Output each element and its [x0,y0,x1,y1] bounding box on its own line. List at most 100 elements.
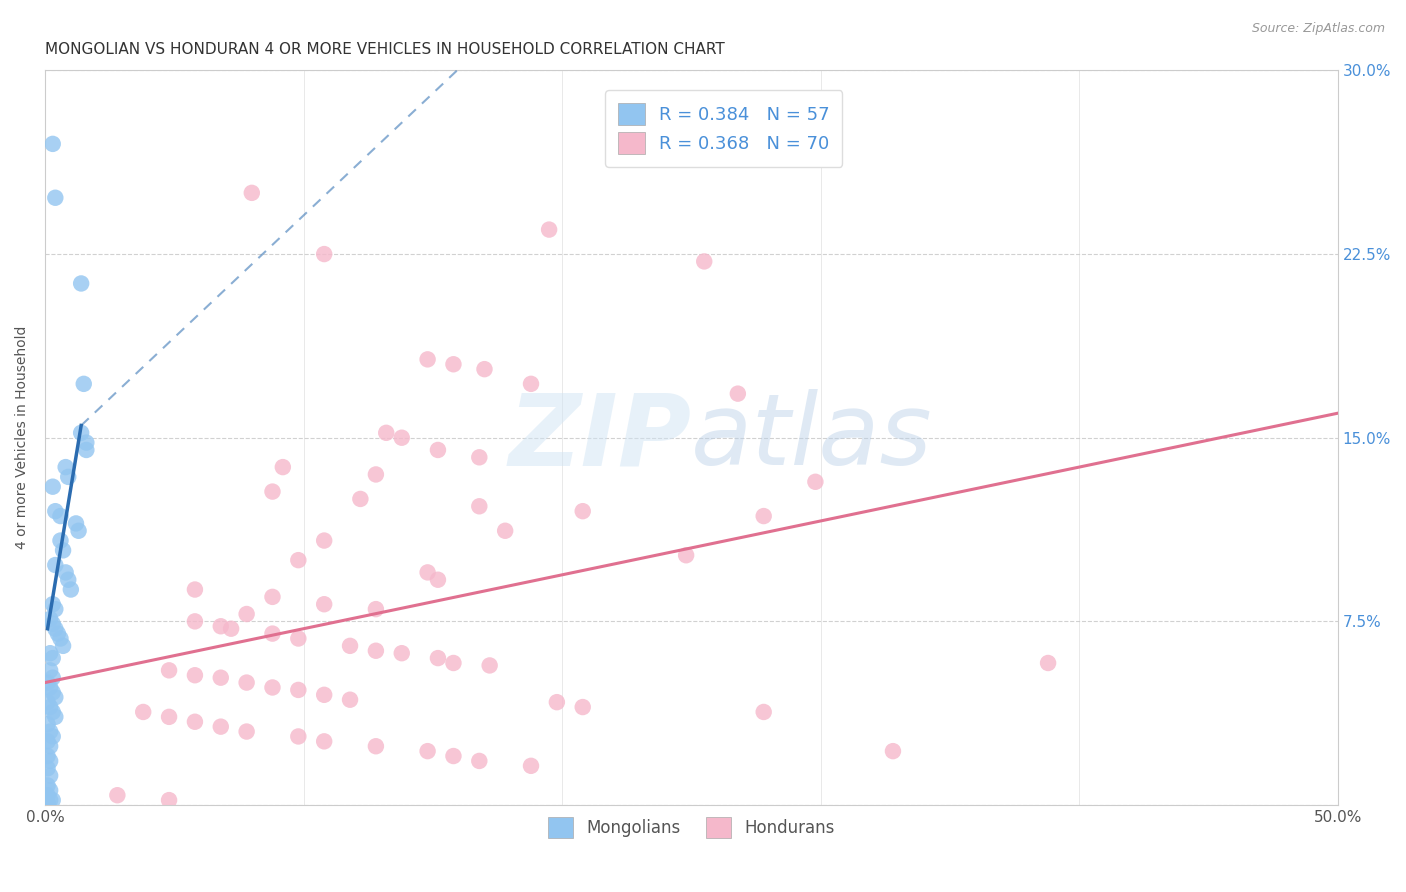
Point [37,749,59,764]
Point [184,615,207,629]
Point [157,663,180,677]
Point [416,352,439,367]
Point [287,682,309,697]
Point [37,779,59,793]
Point [474,362,496,376]
Point [364,739,387,754]
Point [37,675,59,690]
Point [37,788,59,802]
Point [42,136,65,151]
Point [468,754,491,768]
Point [262,590,284,604]
Point [58,573,80,587]
Point [314,734,336,748]
Point [39,612,62,626]
Point [375,425,398,440]
Point [44,710,66,724]
Point [105,788,128,802]
Point [339,692,361,706]
Point [468,450,491,465]
Point [42,651,65,665]
Point [44,602,66,616]
Point [443,357,465,371]
Point [39,724,62,739]
Point [39,700,62,714]
Point [209,720,232,734]
Point [287,553,309,567]
Point [882,744,904,758]
Point [727,386,749,401]
Point [262,626,284,640]
Point [478,658,501,673]
Text: ZIP: ZIP [509,389,692,486]
Point [314,597,336,611]
Point [75,435,97,450]
Point [42,730,65,744]
Point [39,646,62,660]
Point [262,681,284,695]
Point [804,475,827,489]
Y-axis label: 4 or more Vehicles in Household: 4 or more Vehicles in Household [15,326,30,549]
Legend: Mongolians, Hondurans: Mongolians, Hondurans [541,811,841,845]
Point [73,376,96,391]
Point [39,681,62,695]
Point [42,480,65,494]
Point [520,376,543,391]
Point [752,509,775,524]
Point [39,663,62,677]
Point [44,622,66,636]
Point [42,616,65,631]
Point [39,754,62,768]
Point [42,597,65,611]
Text: MONGOLIAN VS HONDURAN 4 OR MORE VEHICLES IN HOUSEHOLD CORRELATION CHART: MONGOLIAN VS HONDURAN 4 OR MORE VEHICLES… [45,42,724,57]
Point [571,504,593,518]
Point [538,222,561,236]
Point [443,656,465,670]
Point [391,646,413,660]
Point [364,467,387,482]
Point [39,739,62,754]
Point [416,566,439,580]
Point [52,543,75,558]
Point [546,695,568,709]
Point [70,277,93,291]
Point [426,573,449,587]
Point [219,622,242,636]
Point [416,744,439,758]
Point [37,797,59,812]
Point [75,442,97,457]
Point [314,533,336,548]
Point [1036,656,1059,670]
Point [494,524,516,538]
Point [314,688,336,702]
Point [364,602,387,616]
Text: Source: ZipAtlas.com: Source: ZipAtlas.com [1251,22,1385,36]
Point [42,685,65,699]
Point [271,460,294,475]
Point [240,186,263,200]
Point [44,191,66,205]
Point [235,724,257,739]
Point [37,717,59,731]
Point [364,644,387,658]
Point [42,671,65,685]
Point [46,626,69,640]
Point [262,484,284,499]
Point [426,442,449,457]
Point [468,500,491,514]
Point [287,730,309,744]
Point [42,705,65,719]
Point [349,491,371,506]
Point [49,509,72,524]
Point [693,254,716,268]
Point [157,793,180,807]
Point [426,651,449,665]
Point [209,671,232,685]
Point [39,769,62,783]
Point [44,690,66,705]
Point [314,247,336,261]
Point [132,705,155,719]
Point [55,566,77,580]
Point [235,675,257,690]
Point [52,639,75,653]
